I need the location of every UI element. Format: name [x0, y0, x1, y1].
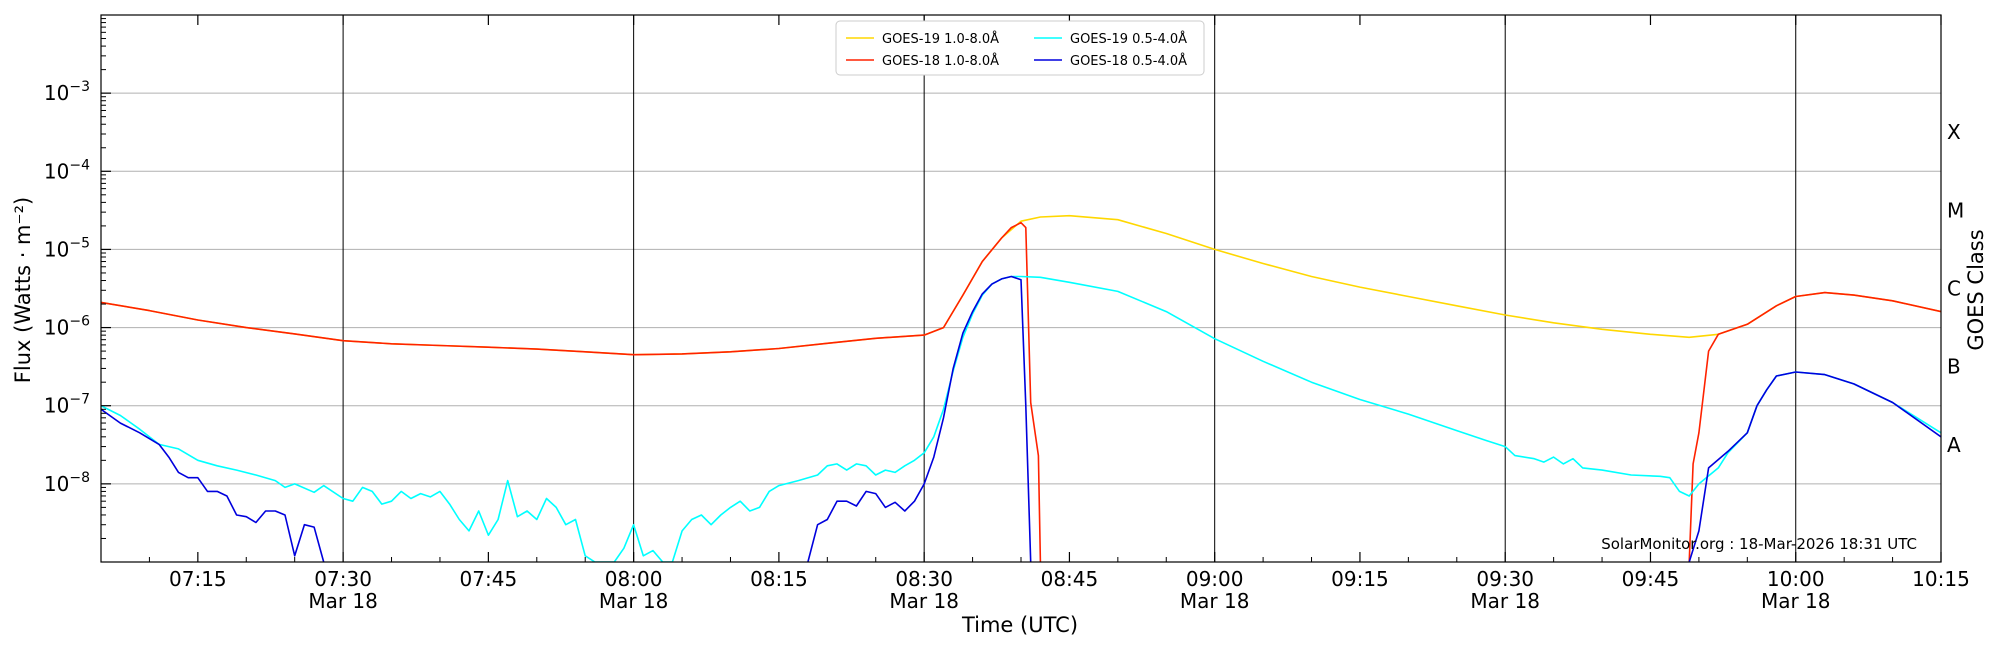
x-tick-date-label: Mar 18: [599, 589, 669, 613]
x-tick-label: 07:45: [460, 567, 518, 591]
x-axis-title: Time (UTC): [961, 613, 1078, 637]
x-tick-label: 09:15: [1331, 567, 1389, 591]
goes-class-label: M: [1947, 198, 1964, 222]
legend-label: GOES-18 0.5-4.0Å: [1070, 53, 1187, 69]
y-tick-label: 10−7: [44, 392, 90, 418]
legend-box: [835, 20, 1205, 76]
series-line-2: [101, 221, 1941, 562]
series-line-3: [101, 275, 1941, 562]
x-tick-date-label: Mar 18: [1180, 589, 1250, 613]
y-axis-title: Flux (Watts · m⁻²): [11, 197, 35, 383]
legend: GOES-19 1.0-8.0Å GOES-19 0.5-4.0Å GOES-18 …: [835, 20, 1205, 76]
x-tick-label: 08:45: [1041, 567, 1099, 591]
x-tick-label: 09:30: [1476, 567, 1534, 591]
x-tick-label: 10:15: [1912, 567, 1970, 591]
x-tick-date-label: Mar 18: [889, 589, 959, 613]
goes-class-label: B: [1947, 355, 1961, 379]
x-tick-date-label: Mar 18: [1470, 589, 1540, 613]
x-tick-label: 09:00: [1186, 567, 1244, 591]
x-tick-label: 09:45: [1622, 567, 1680, 591]
goes-class-labels: A B C M X: [1947, 120, 1964, 457]
x-tick-label: 07:30: [314, 567, 372, 591]
y-tick-label: 10−6: [44, 314, 90, 340]
credit-text: SolarMonitor.org : 18-Mar-2026 18:31 UTC: [1601, 535, 1917, 553]
series-layer: [101, 214, 1941, 562]
legend-label: GOES-19 0.5-4.0Å: [1070, 31, 1187, 47]
series-line-4: [101, 275, 1941, 562]
y-tick-labels: 10−8 10−7 10−6 10−5 10−4 10−3: [44, 79, 90, 496]
goes-class-label: A: [1947, 433, 1961, 457]
goes-class-label: X: [1947, 120, 1961, 144]
goes-class-label: C: [1947, 277, 1961, 301]
x-tick-label: 08:00: [605, 567, 663, 591]
grid: [101, 15, 1941, 562]
y-tick-label: 10−5: [44, 235, 90, 261]
x-tick-label: 08:30: [895, 567, 953, 591]
y-tick-label: 10−4: [44, 157, 90, 183]
legend-label: GOES-19 1.0-8.0Å: [882, 31, 999, 47]
y2-axis-title: GOES Class: [1964, 229, 1988, 350]
y-tick-label: 10−8: [44, 470, 90, 496]
x-tick-label: 08:15: [750, 567, 808, 591]
x-tick-label: 07:15: [169, 567, 227, 591]
x-tick-date-label: Mar 18: [308, 589, 378, 613]
x-tick-date-label: Mar 18: [1761, 589, 1831, 613]
axis-ticks: [100, 15, 1942, 562]
x-tick-label: 10:00: [1767, 567, 1825, 591]
y-tick-label: 10−3: [44, 79, 90, 105]
legend-label: GOES-18 1.0-8.0Å: [882, 53, 999, 69]
